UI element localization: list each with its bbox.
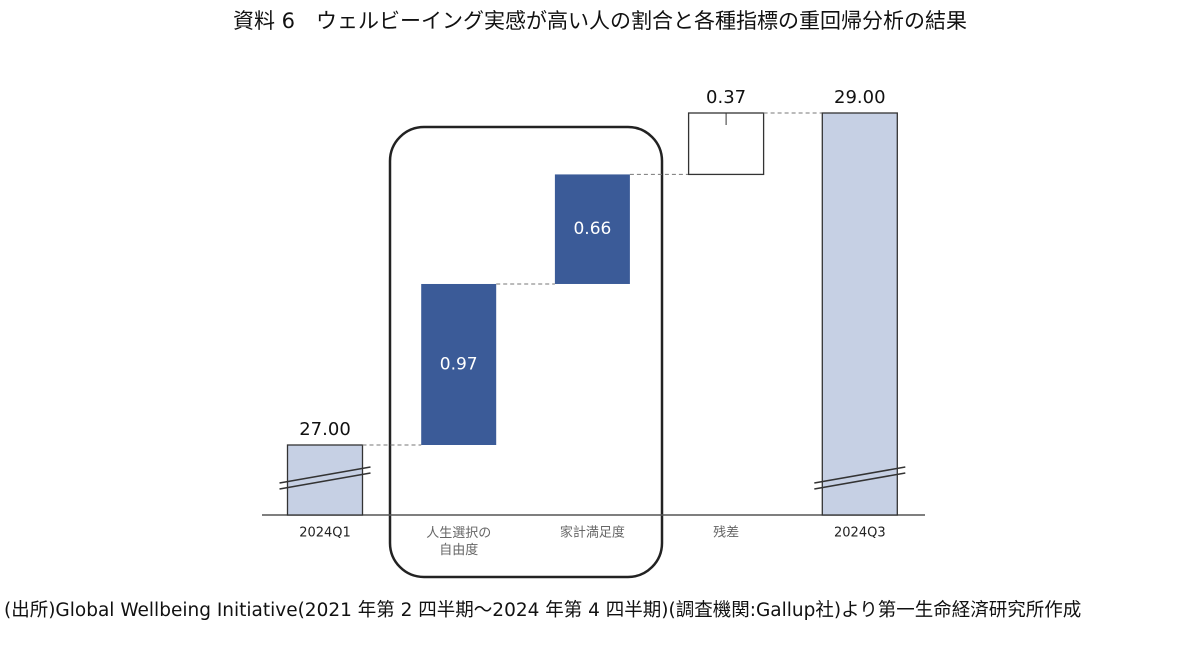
value-label: 0.66 — [573, 219, 611, 239]
x-tick-label: 残差 — [713, 526, 739, 541]
x-tick-label: 2024Q3 — [834, 526, 886, 541]
bar — [286, 444, 364, 516]
chart-title: 資料 6 ウェルビーイング実感が高い人の割合と各種指標の重回帰分析の結果 — [233, 9, 967, 33]
x-tick-label: 2024Q1 — [299, 526, 351, 541]
axis-break — [279, 466, 371, 484]
value-label: 27.00 — [299, 419, 351, 440]
chart: 資料 6 ウェルビーイング実感が高い人の割合と各種指標の重回帰分析の結果 27.… — [233, 9, 967, 579]
axis-break — [279, 472, 371, 490]
bar — [821, 112, 898, 516]
axis-break — [814, 472, 906, 490]
source-note: (出所)Global Wellbeing Initiative(2021 年第 … — [4, 600, 1082, 621]
bar — [554, 174, 630, 284]
bar — [421, 283, 497, 445]
value-label: 29.00 — [834, 87, 886, 108]
value-label: 0.97 — [440, 354, 478, 374]
value-label: 0.37 — [706, 87, 746, 108]
x-tick-label: 家計満足度 — [560, 525, 625, 541]
axis-break — [814, 466, 906, 484]
highlight-box — [388, 125, 664, 579]
x-tick-label: 人生選択の自由度 — [426, 526, 491, 558]
